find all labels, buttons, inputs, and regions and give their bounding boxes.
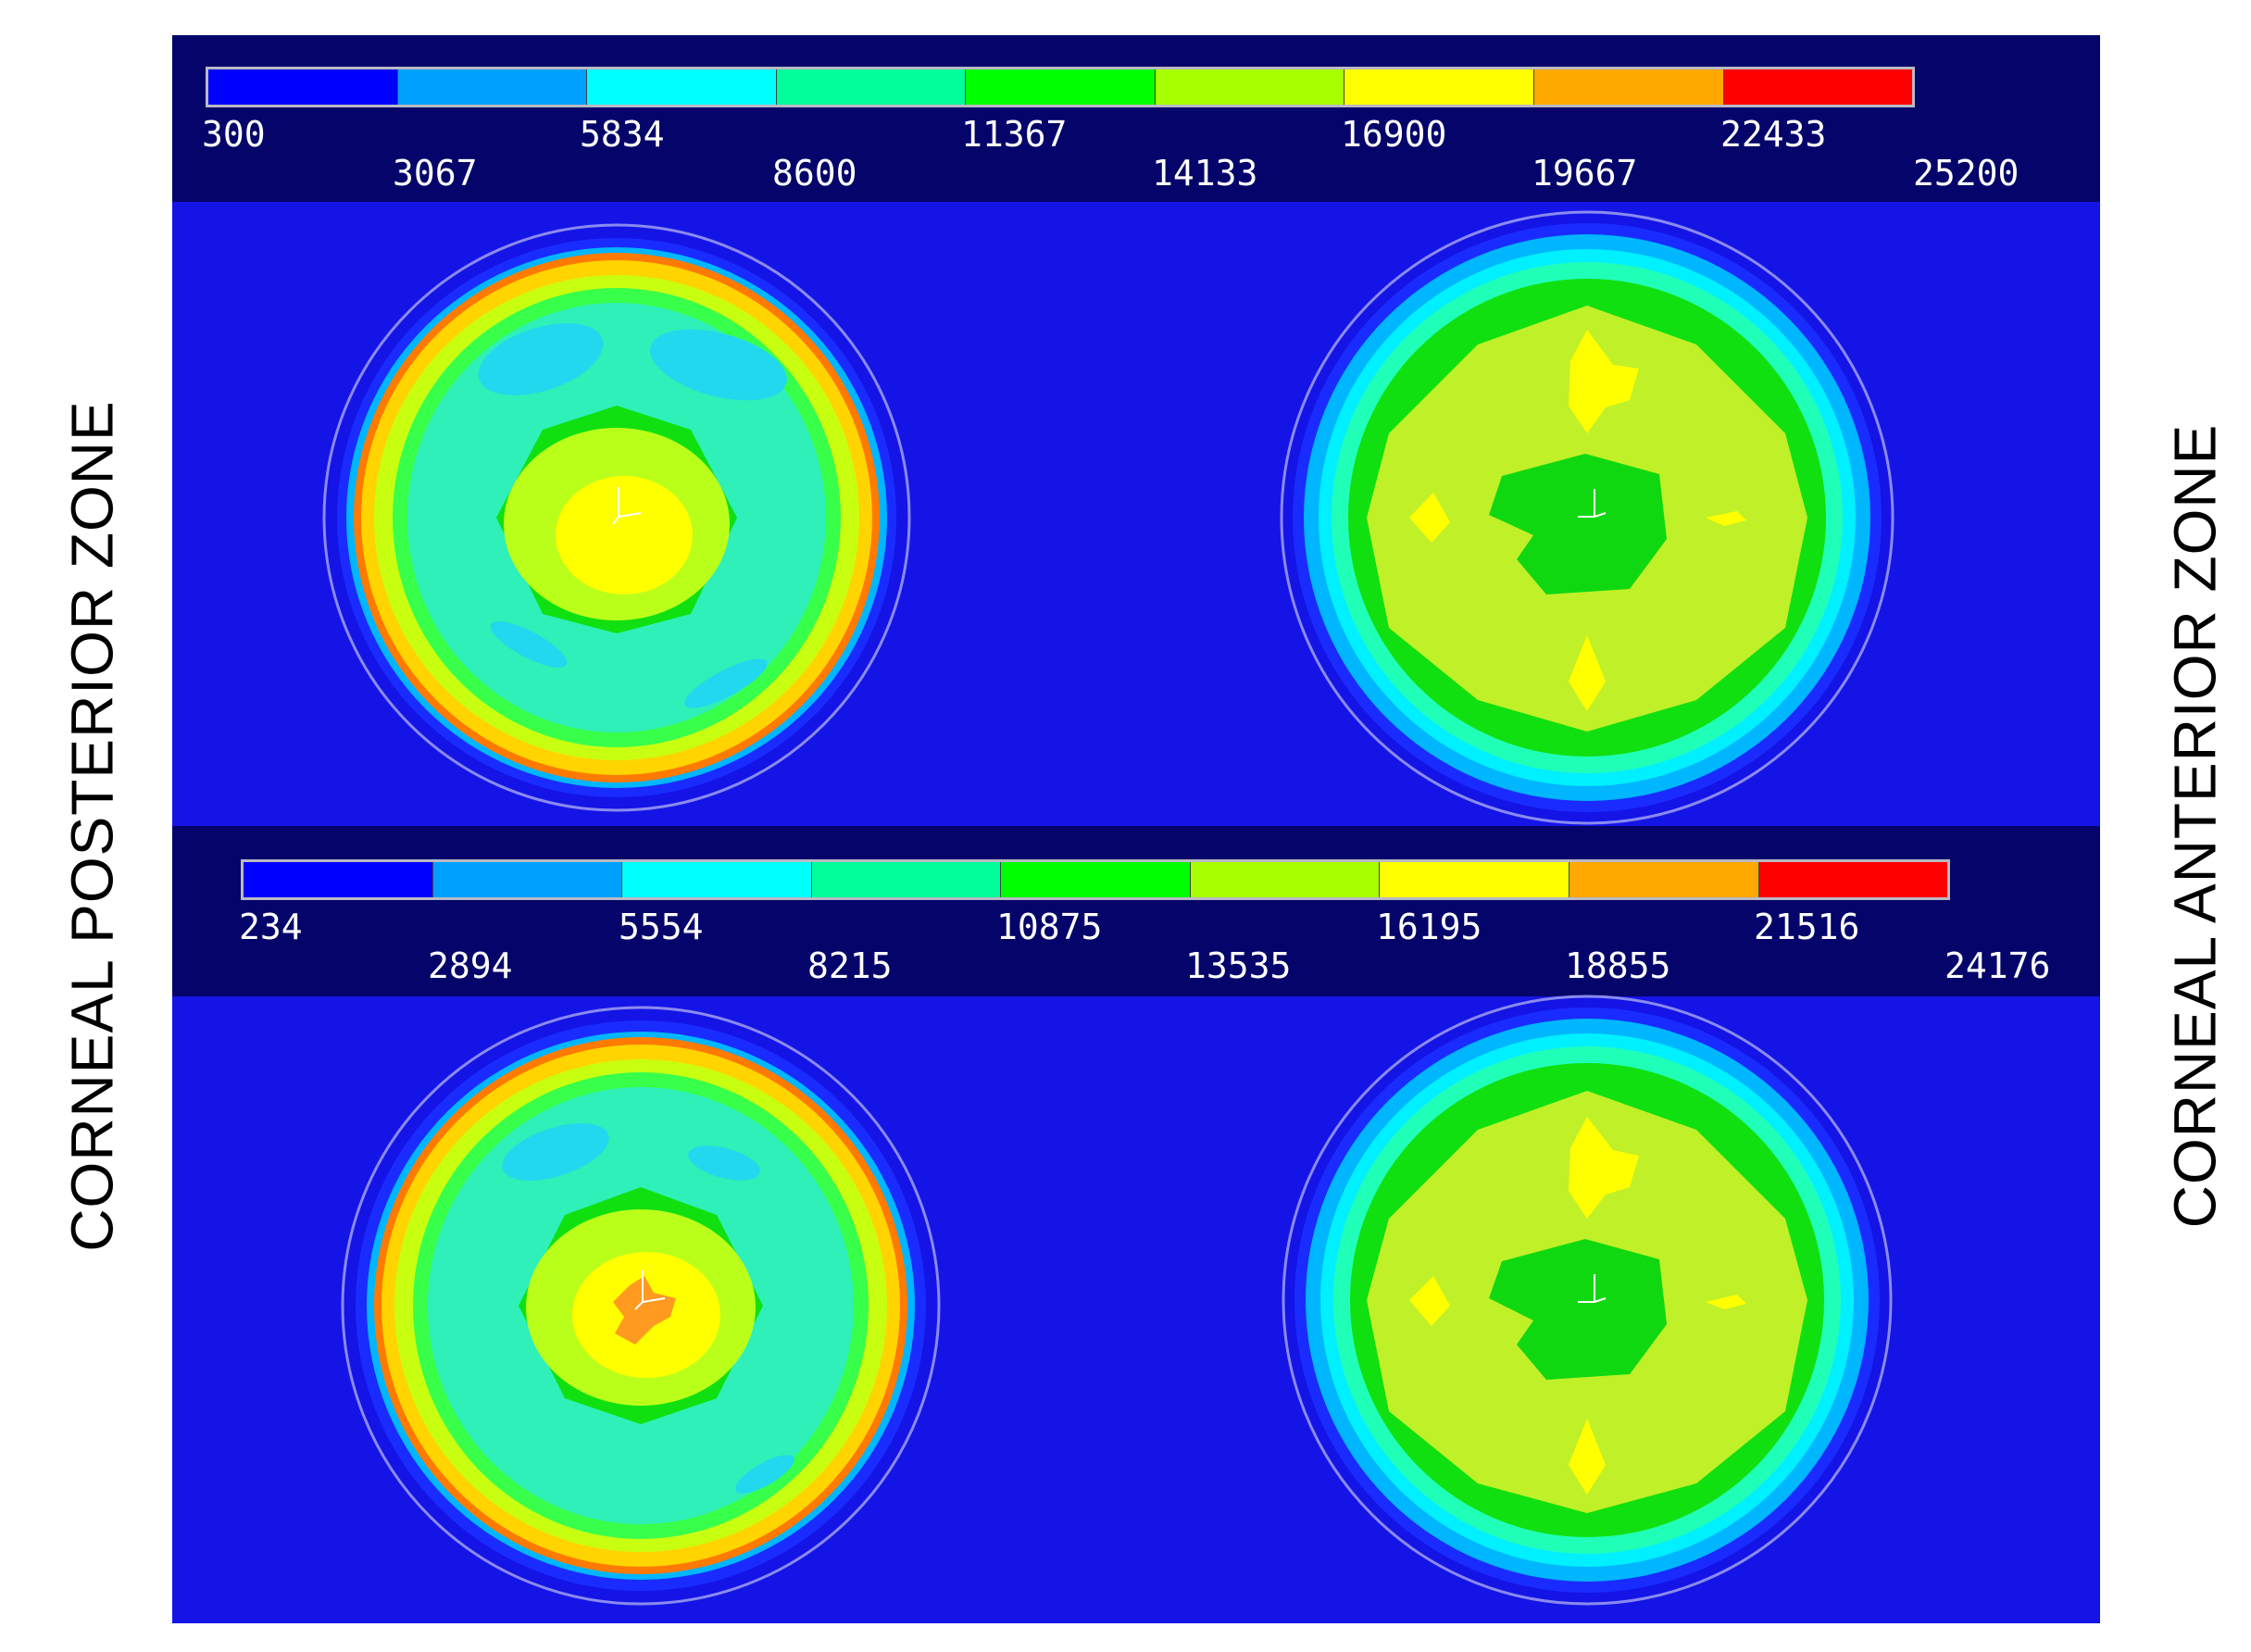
top-colorbar [206, 67, 1915, 107]
right-side-label: CORNEAL ANTERIOR ZONE [2130, 0, 2251, 1652]
scale-seg-5 [966, 69, 1156, 105]
scale-seg-4 [811, 862, 1002, 897]
scale-seg-8 [1569, 862, 1759, 897]
top-tick-10: 25200 [1913, 153, 2020, 194]
scale-seg-1 [208, 69, 398, 105]
scale-seg-3 [587, 69, 777, 105]
bottom-colorbar [241, 859, 1950, 900]
top-tick-6: 14133 [1152, 153, 1258, 194]
top-tick-3: 5834 [580, 114, 665, 155]
scale-seg-8 [1533, 69, 1724, 105]
bottom-contour-plots [341, 995, 1893, 1606]
scale-seg-2 [432, 862, 623, 897]
scale-seg-3 [622, 862, 812, 897]
scale-seg-7 [1380, 862, 1569, 897]
bottom-legend-band: 234 5554 10875 16195 21516 2894 8215 135… [172, 826, 2100, 996]
bottom-tick-2: 2894 [428, 945, 513, 986]
top-legend-band: 300 5834 11367 16900 22433 3067 8600 141… [172, 35, 2100, 202]
bottom-left-contour-disc [341, 1006, 941, 1606]
top-left-contour-disc [322, 223, 911, 812]
bottom-tick-3: 5554 [619, 907, 704, 947]
top-tick-5: 11367 [961, 114, 1068, 155]
bottom-tick-8: 18855 [1565, 945, 1671, 986]
scale-seg-6 [1190, 862, 1381, 897]
xyz-axis-triad-icon [634, 1270, 666, 1310]
scale-seg-9 [1723, 69, 1913, 105]
scale-seg-4 [776, 69, 967, 105]
top-tick-8: 19667 [1532, 153, 1638, 194]
bottom-tick-10: 24176 [1945, 945, 2051, 986]
scale-seg-7 [1344, 69, 1534, 105]
xyz-axis-triad-icon [612, 487, 642, 525]
top-tick-4: 8600 [772, 153, 857, 194]
top-tick-7: 16900 [1341, 114, 1447, 155]
bottom-tick-6: 13535 [1185, 945, 1292, 986]
bottom-tick-4: 8215 [807, 945, 893, 986]
label-corneal-anterior-zone: CORNEAL ANTERIOR ZONE [2161, 423, 2228, 1229]
top-right-contour-disc [1280, 210, 1895, 825]
scale-seg-1 [244, 862, 433, 897]
scale-seg-5 [1001, 862, 1191, 897]
top-contour-plots [322, 210, 1895, 825]
scale-seg-9 [1758, 862, 1948, 897]
bottom-tick-1: 234 [239, 907, 303, 947]
xyz-axis-triad-icon [1578, 1274, 1607, 1303]
bottom-tick-9: 21516 [1754, 907, 1860, 947]
bottom-contour-panel: 234 5554 10875 16195 21516 2894 8215 135… [172, 826, 2100, 1623]
top-tick-2: 3067 [393, 153, 478, 194]
top-tick-9: 22433 [1720, 114, 1827, 155]
scale-seg-6 [1155, 69, 1345, 105]
bottom-tick-5: 10875 [996, 907, 1103, 947]
scale-seg-2 [397, 69, 588, 105]
top-tick-1: 300 [202, 114, 266, 155]
left-side-label: CORNEAL POSTERIOR ZONE [28, 0, 157, 1652]
label-corneal-posterior-zone: CORNEAL POSTERIOR ZONE [59, 400, 126, 1252]
bottom-right-contour-disc [1282, 995, 1893, 1606]
xyz-axis-triad-icon [1578, 489, 1607, 518]
top-contour-panel: 300 5834 11367 16900 22433 3067 8600 141… [172, 35, 2100, 826]
bottom-tick-7: 16195 [1376, 907, 1482, 947]
